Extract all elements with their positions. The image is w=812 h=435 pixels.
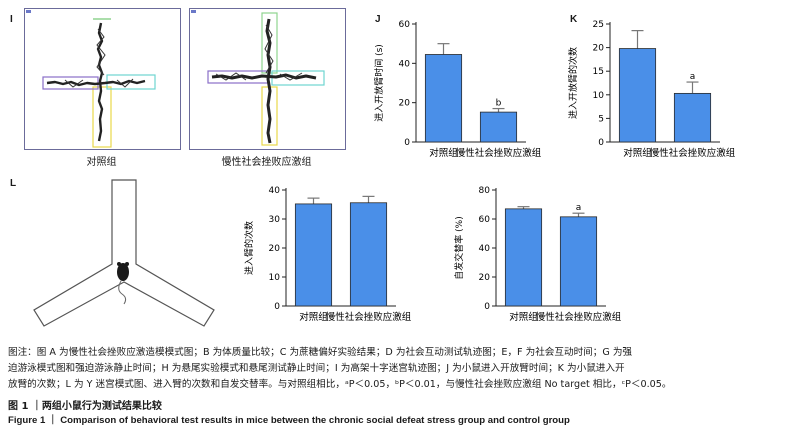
chart-alternation-rate: 自发交替率 (%) 0 20 40 60 80 对照组 a 慢性社会挫败应激组 (446, 180, 656, 330)
figure-title-en: Figure 1 ｜ Comparison of behavioral test… (8, 415, 570, 426)
category-label: 对照组 (429, 147, 458, 159)
y-tick-label: 30 (269, 215, 281, 225)
y-tick-label: 80 (479, 186, 491, 196)
panel-letter-k: K (570, 14, 578, 25)
bar (349, 202, 388, 307)
bar (673, 92, 712, 143)
maze-track-control-svg (26, 10, 156, 148)
y-tick-label: 60 (479, 215, 491, 225)
bar (294, 203, 333, 307)
y-tick-label: 10 (593, 91, 605, 101)
y-axis-label: 自发交替率 (%) (453, 216, 465, 279)
y-tick-label: 20 (269, 244, 281, 254)
chart-open-arm-entries: 进入开放臂的次数 0 5 10 15 20 25 对照组 a 慢性社会挫败应激组 (560, 14, 770, 166)
category-label: 慢性社会挫败应激组 (456, 147, 542, 159)
bar (424, 54, 463, 143)
figure-note-line-2: 迫游泳模式图和强迫游泳静止时间；H 为悬尾实验模式和悬尾测试静止时间；I 为高架… (8, 363, 625, 374)
category-label: 慢性社会挫败应激组 (650, 147, 736, 159)
bar (479, 111, 518, 143)
y-tick-label: 20 (479, 273, 491, 283)
y-tick-label: 0 (274, 302, 280, 312)
panel-letter-i: I (10, 14, 13, 25)
significance-label: a (576, 203, 582, 213)
maze-track-defeat (189, 8, 346, 150)
category-label: 对照组 (509, 311, 538, 323)
panel-letter-l: L (10, 178, 17, 189)
category-label: 慢性社会挫败应激组 (536, 311, 622, 323)
bar (618, 48, 657, 143)
y-axis-label: 进入开放臂的次数 (567, 47, 579, 119)
y-tick-label: 40 (269, 186, 281, 196)
y-tick-label: 40 (479, 244, 491, 254)
chart-svg: 自发交替率 (%) 0 20 40 60 80 对照组 a 慢性社会挫败应激组 (453, 186, 622, 323)
y-tick-label: 0 (484, 302, 490, 312)
y-tick-label: 20 (399, 99, 411, 109)
y-tick-label: 5 (598, 114, 604, 124)
category-label: 对照组 (623, 147, 652, 159)
bar (559, 216, 598, 307)
y-tick-label: 15 (593, 67, 604, 77)
maze-track-control (24, 8, 181, 150)
panel-letter-j: J (375, 14, 381, 25)
chart-open-arm-time: 进入开放臂时间 (s) 0 20 40 60 对照组 b 慢性社会挫败应激组 (366, 14, 566, 166)
chart-arm-entries: 进入臂的次数 0 10 20 30 40 对照组 慢性社会挫败应激组 (236, 180, 454, 330)
y-axis-label: 进入臂的次数 (243, 221, 255, 275)
y-tick-label: 0 (404, 138, 410, 148)
y-axis-label: 进入开放臂时间 (s) (373, 44, 385, 122)
maze-caption-defeat: 慢性社会挫败应激组 (221, 157, 312, 168)
category-label: 慢性社会挫败应激组 (326, 311, 412, 323)
chart-svg: 进入开放臂时间 (s) 0 20 40 60 对照组 b 慢性社会挫败应激组 (373, 20, 542, 159)
figure-title-cn: 图 1 ｜两组小鼠行为测试结果比较 (8, 401, 162, 412)
category-label: 对照组 (299, 311, 328, 323)
y-tick-label: 60 (399, 20, 411, 30)
significance-label: b (496, 99, 502, 109)
figure-note-line-3: 放臂的次数；L 为 Y 迷宫模式图、进入臂的次数和自发交替率。与对照组相比，ᵃP… (8, 379, 672, 390)
y-tick-label: 0 (598, 138, 604, 148)
maze-track-defeat-svg (191, 10, 325, 146)
significance-label: a (690, 72, 696, 82)
y-tick-label: 10 (269, 273, 281, 283)
maze-caption-control: 对照组 (86, 157, 117, 168)
figure-note-line-1: 图注：图 A 为慢性社会挫败应激造模模式图；B 为体质量比较；C 为蔗糖偏好实验… (8, 347, 633, 358)
y-tick-label: 20 (593, 44, 605, 54)
mouse-icon (117, 263, 129, 281)
y-maze-svg (33, 179, 215, 327)
bar (504, 208, 543, 307)
chart-svg: 进入开放臂的次数 0 5 10 15 20 25 对照组 a 慢性社会挫败应激组 (567, 20, 736, 159)
y-maze-diagram (20, 178, 230, 338)
y-tick-label: 25 (593, 20, 604, 30)
y-tick-label: 40 (399, 59, 411, 69)
